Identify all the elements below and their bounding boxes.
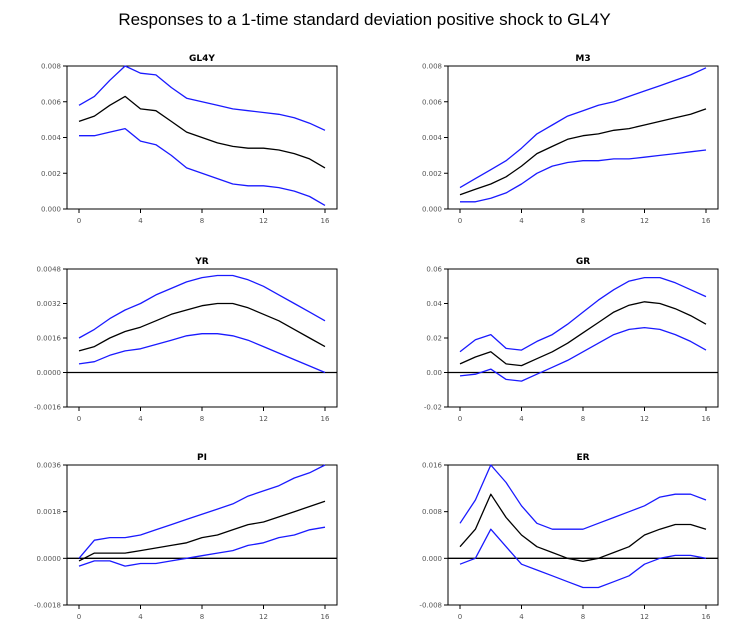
series-line-response bbox=[78, 500, 326, 562]
plot-frame bbox=[447, 268, 719, 408]
panel-title: ER bbox=[576, 453, 589, 463]
y-tick-label: 0.0032 bbox=[37, 300, 62, 308]
panel-gl4y: GL4Y 0.000 0.002 0.004 0.006 0.008 0 4 8 12 16 bbox=[41, 54, 338, 225]
x-tick-label: 12 bbox=[640, 415, 649, 423]
x-tick-label: 8 bbox=[200, 415, 204, 423]
x-tick-label: 0 bbox=[77, 613, 81, 621]
panel-title: GR bbox=[576, 257, 590, 267]
y-tick-label: -0.02 bbox=[424, 404, 442, 412]
x-tick-label: 12 bbox=[640, 217, 649, 225]
x-tick-label: 16 bbox=[321, 415, 330, 423]
y-tick-label: 0.000 bbox=[422, 206, 442, 214]
x-tick-label: 4 bbox=[138, 613, 143, 621]
x-tick-label: 0 bbox=[77, 415, 81, 423]
panel-er: ER -0.008 0.000 0.008 0.016 0 4 8 12 16 bbox=[419, 453, 719, 621]
x-tick-label: 12 bbox=[640, 613, 649, 621]
series-line-response bbox=[78, 302, 326, 352]
panel-title: PI bbox=[197, 453, 207, 463]
y-tick-label: 0.006 bbox=[41, 98, 62, 106]
x-tick-label: 16 bbox=[702, 217, 711, 225]
y-tick-label: 0.0000 bbox=[37, 555, 62, 563]
plot-frame bbox=[447, 65, 719, 210]
panel-title: YR bbox=[194, 257, 209, 267]
x-tick-label: 4 bbox=[519, 415, 524, 423]
y-tick-label: 0.004 bbox=[422, 134, 443, 142]
x-tick-label: 8 bbox=[200, 613, 204, 621]
x-tick-label: 16 bbox=[702, 613, 711, 621]
x-tick-label: 12 bbox=[259, 415, 268, 423]
series-line-response bbox=[78, 95, 326, 169]
y-tick-label: 0.008 bbox=[41, 63, 61, 71]
series-line-response bbox=[459, 493, 707, 562]
plot-frame bbox=[447, 464, 719, 606]
series-line-upper bbox=[459, 276, 707, 353]
x-tick-label: 16 bbox=[702, 415, 711, 423]
y-tick-label: 0.004 bbox=[41, 134, 62, 142]
x-tick-label: 0 bbox=[458, 415, 462, 423]
y-tick-label: -0.0018 bbox=[34, 602, 61, 610]
y-tick-label: 0.04 bbox=[426, 300, 442, 308]
series-line-response bbox=[459, 108, 707, 196]
series-line-lower bbox=[460, 149, 707, 203]
x-tick-label: 4 bbox=[519, 613, 524, 621]
y-tick-label: 0.0016 bbox=[37, 335, 62, 343]
series-line-upper bbox=[459, 464, 707, 530]
x-tick-label: 8 bbox=[581, 217, 585, 225]
y-tick-label: 0.0000 bbox=[37, 369, 62, 377]
panel-title: M3 bbox=[575, 54, 590, 64]
series-line-lower bbox=[78, 526, 326, 567]
plot-frame bbox=[66, 464, 338, 606]
series-line-response bbox=[459, 301, 707, 367]
x-tick-label: 8 bbox=[200, 217, 204, 225]
y-tick-label: 0.0048 bbox=[37, 266, 62, 274]
y-tick-label: 0.008 bbox=[422, 508, 442, 516]
x-tick-label: 4 bbox=[138, 217, 143, 225]
y-tick-label: 0.002 bbox=[422, 170, 442, 178]
panel-title: GL4Y bbox=[189, 54, 215, 64]
panel-gr: GR -0.02 0.00 0.02 0.04 0.06 0 4 8 12 16 bbox=[424, 257, 719, 423]
y-tick-label: 0.0018 bbox=[37, 508, 62, 516]
y-tick-label: 0.002 bbox=[41, 170, 61, 178]
y-tick-label: 0.00 bbox=[426, 369, 442, 377]
x-tick-label: 8 bbox=[581, 415, 585, 423]
x-tick-label: 4 bbox=[519, 217, 524, 225]
series-line-upper bbox=[78, 65, 326, 131]
y-tick-label: 0.008 bbox=[422, 63, 442, 71]
y-tick-label: 0.02 bbox=[426, 335, 442, 343]
series-line-upper bbox=[78, 274, 326, 339]
x-tick-label: 8 bbox=[581, 613, 585, 621]
x-tick-label: 0 bbox=[77, 217, 81, 225]
y-tick-label: -0.0016 bbox=[34, 404, 62, 412]
panel-pi: PI -0.0018 0.0000 0.0018 0.0036 0 4 8 12 16 bbox=[34, 453, 338, 621]
y-tick-label: 0.006 bbox=[422, 98, 443, 106]
x-tick-label: 4 bbox=[138, 415, 143, 423]
plot-frame bbox=[66, 268, 338, 408]
y-tick-label: 0.000 bbox=[422, 555, 442, 563]
series-line-upper bbox=[459, 67, 707, 189]
series-line-lower bbox=[79, 127, 326, 206]
series-line-upper bbox=[78, 464, 326, 559]
series-line-lower bbox=[459, 528, 707, 589]
x-tick-label: 12 bbox=[259, 217, 268, 225]
x-tick-label: 16 bbox=[321, 613, 330, 621]
y-tick-label: 0.000 bbox=[41, 206, 61, 214]
x-tick-label: 0 bbox=[458, 217, 462, 225]
series-line-lower bbox=[459, 326, 707, 382]
series-line-lower bbox=[78, 333, 326, 374]
x-tick-label: 0 bbox=[458, 613, 462, 621]
y-tick-label: 0.06 bbox=[426, 266, 442, 274]
x-tick-label: 12 bbox=[259, 613, 268, 621]
y-tick-label: -0.008 bbox=[419, 602, 442, 610]
y-tick-label: 0.016 bbox=[422, 462, 443, 470]
x-tick-label: 16 bbox=[321, 217, 330, 225]
panel-m3: M3 0.000 0.002 0.004 0.006 0.008 0 4 8 12 16 bbox=[422, 54, 719, 225]
y-tick-label: 0.0036 bbox=[37, 462, 62, 470]
panel-yr: YR -0.0016 0.0000 0.0016 0.0032 0.0048 0 4 8 12 16 bbox=[34, 257, 338, 423]
figure-title: Responses to a 1-time standard deviation… bbox=[118, 10, 611, 29]
